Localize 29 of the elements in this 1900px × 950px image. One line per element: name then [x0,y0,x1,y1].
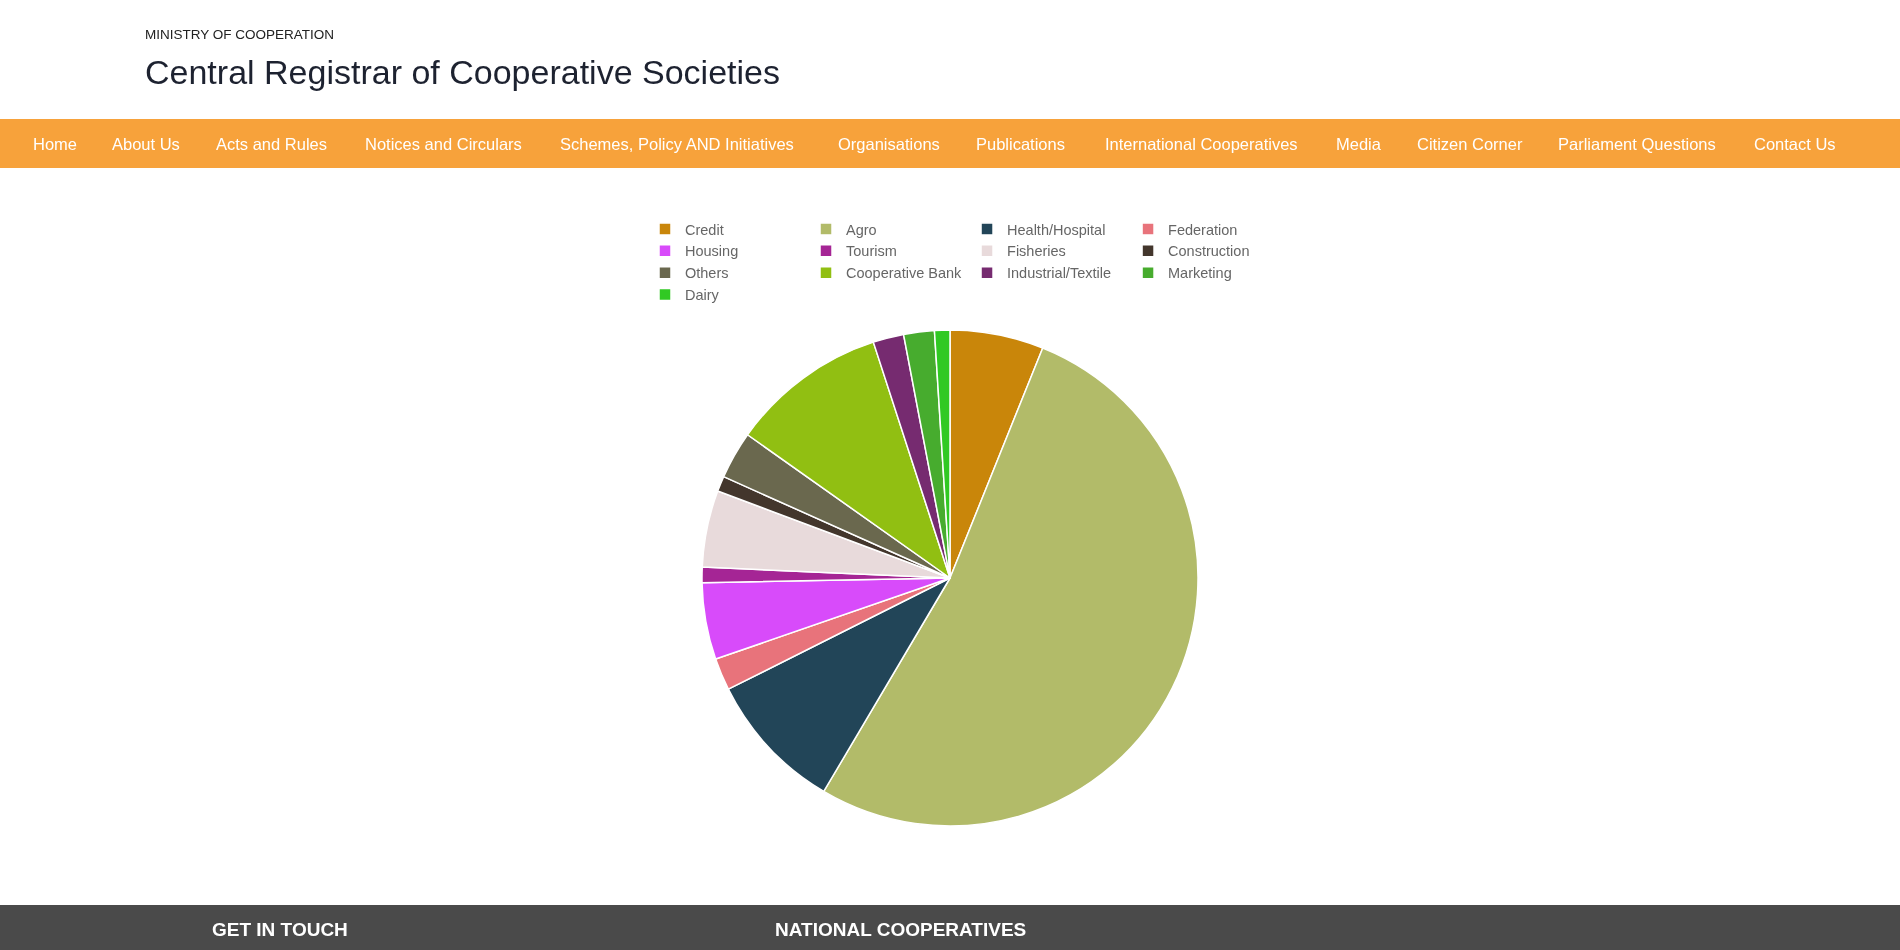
legend-label: Construction [1168,243,1250,260]
legend-label: Industrial/Textile [1007,265,1111,282]
text: GET IN TOUCH [212,919,348,940]
legend-label: Agro [846,221,877,238]
text: International Cooperatives [1105,135,1298,153]
text: MINISTRY OF COOPERATION [145,27,335,42]
text: Media [1336,135,1382,153]
text: Publications [976,135,1065,153]
legend-label: Dairy [685,287,720,304]
text: Schemes, Policy AND Initiatives [560,135,794,153]
legend-label: Marketing [1168,265,1232,282]
chart-title: Central Registrar of Cooperative Societies [145,52,780,91]
legend-label: Others [685,265,729,282]
text: Notices and Circulars [365,135,522,153]
text: NATIONAL COOPERATIVES [775,919,1027,940]
text: Acts and Rules [216,135,327,153]
legend-label: Tourism [846,243,897,260]
legend-label: Federation [1168,221,1238,238]
text: About Us [112,135,180,153]
legend-label: Health/Hospital [1007,221,1106,238]
legend-label: Housing [685,243,739,260]
text: Home [33,135,78,153]
text: Parliament Questions [1558,135,1716,153]
text: Contact Us [1754,135,1836,153]
legend-label: Fisheries [1007,243,1066,260]
legend-label: Cooperative Bank [846,265,963,282]
text: Organisations [838,135,940,153]
legend-label: Credit [685,221,724,238]
text: Citizen Corner [1417,135,1523,153]
